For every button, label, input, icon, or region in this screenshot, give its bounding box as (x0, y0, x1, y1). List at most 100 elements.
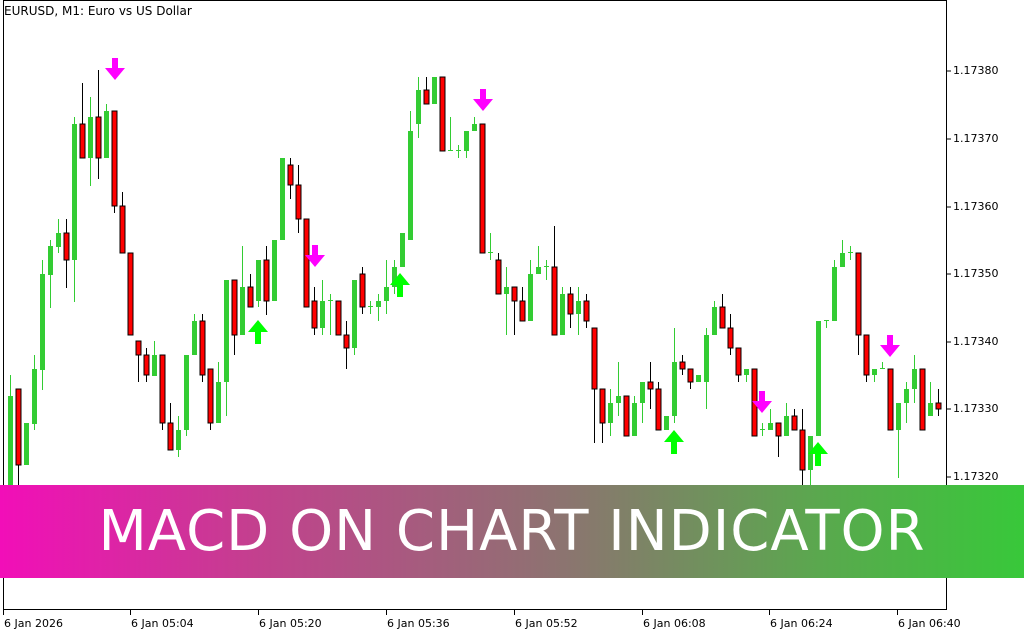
bull-candle (528, 260, 533, 321)
bear-candle (79, 83, 86, 159)
y-tick-label: 1.17330 (953, 402, 999, 415)
bull-candle (632, 396, 637, 436)
x-tick-label: 6 Jan 06:08 (643, 617, 706, 630)
bull-candle (224, 280, 229, 416)
bear-candle (887, 368, 894, 431)
bull-candle (840, 240, 845, 267)
plot-border (3, 0, 947, 610)
bull-candle (904, 382, 909, 423)
bear-candle (207, 368, 214, 430)
bull-candle (704, 328, 709, 409)
bull-candle (608, 389, 613, 436)
bull-candle (8, 375, 13, 485)
bull-candle (744, 369, 749, 382)
bull-candle (256, 260, 261, 307)
bull-candle (432, 77, 437, 104)
bear-candle (855, 252, 862, 355)
bull-candle (712, 301, 717, 335)
bear-candle (679, 355, 686, 375)
buy-arrow-icon (808, 442, 828, 466)
bull-candle (400, 233, 405, 267)
bear-candle (919, 368, 926, 431)
sell-arrow-icon (305, 245, 325, 267)
buy-arrow-icon (390, 273, 410, 297)
bear-candle (647, 362, 654, 409)
bull-candle (456, 145, 461, 158)
bull-candle (760, 423, 765, 436)
bull-candle (488, 233, 493, 260)
bull-candle (536, 246, 541, 274)
chart-title: EURUSD, M1: Euro vs US Dollar (4, 4, 192, 18)
sell-arrow-icon (880, 335, 900, 357)
bull-candle (824, 320, 829, 328)
x-tick-label: 6 Jan 06:40 (898, 617, 961, 630)
x-tick-label: 6 Jan 2026 (4, 617, 63, 630)
bear-candle (359, 267, 366, 314)
bull-candle (448, 117, 453, 151)
bull-candle (392, 260, 397, 294)
bear-candle (95, 70, 102, 179)
bear-candle (263, 246, 270, 315)
bear-candle (143, 348, 150, 382)
bull-candle (880, 362, 885, 369)
y-tick-label: 1.17320 (953, 470, 999, 483)
bull-candle (72, 117, 77, 302)
y-tick-label: 1.17340 (953, 335, 999, 348)
y-tick-label: 1.17370 (953, 132, 999, 145)
buy-arrow-icon (664, 430, 684, 454)
bear-candle (719, 294, 726, 329)
bull-candle (416, 77, 421, 138)
bull-candle (152, 341, 157, 376)
bear-candle (551, 226, 558, 336)
bull-candle (504, 267, 509, 335)
bull-candle (320, 280, 325, 335)
bull-candle (816, 321, 821, 436)
bear-candle (439, 76, 446, 152)
bull-candle (768, 409, 773, 430)
bull-candle (616, 362, 621, 416)
x-tick-label: 6 Jan 05:36 (387, 617, 450, 630)
bear-candle (511, 286, 518, 335)
bear-candle (495, 253, 502, 295)
bear-candle (15, 388, 22, 485)
bull-candle (872, 369, 877, 382)
bear-candle (231, 279, 238, 355)
x-tick-label: 6 Jan 05:20 (259, 617, 322, 630)
bear-candle (335, 300, 342, 336)
bull-candle (576, 287, 581, 335)
bear-candle (167, 403, 174, 451)
bull-candle (472, 117, 477, 131)
bear-candle (599, 388, 606, 443)
y-tick-label: 1.17380 (953, 64, 999, 77)
bear-candle (295, 165, 302, 233)
bull-candle (216, 362, 221, 423)
bear-candle (623, 395, 630, 437)
bear-candle (303, 218, 310, 308)
bull-candle (560, 287, 565, 335)
bear-candle (583, 294, 590, 328)
bull-candle (376, 294, 381, 321)
bull-candle (40, 260, 45, 390)
bull-candle (896, 403, 901, 478)
bull-candle (848, 246, 853, 260)
bear-candle (567, 287, 574, 328)
bull-candle (176, 416, 181, 457)
bull-candle (368, 301, 373, 314)
bull-candle (88, 97, 93, 186)
bull-candle (784, 403, 789, 436)
bear-candle (119, 192, 126, 254)
y-tick-label: 1.17350 (953, 267, 999, 280)
bear-candle (775, 422, 782, 457)
sell-arrow-icon (105, 58, 125, 80)
bull-candle (408, 111, 413, 240)
bull-candle (384, 260, 389, 314)
bear-candle (311, 287, 318, 335)
bear-candle (199, 314, 206, 382)
banner-title: MACD ON CHART INDICATOR (98, 499, 926, 564)
bull-candle (48, 240, 53, 308)
bull-candle (544, 260, 549, 280)
bull-candle (928, 382, 933, 416)
bull-candle (32, 355, 37, 430)
